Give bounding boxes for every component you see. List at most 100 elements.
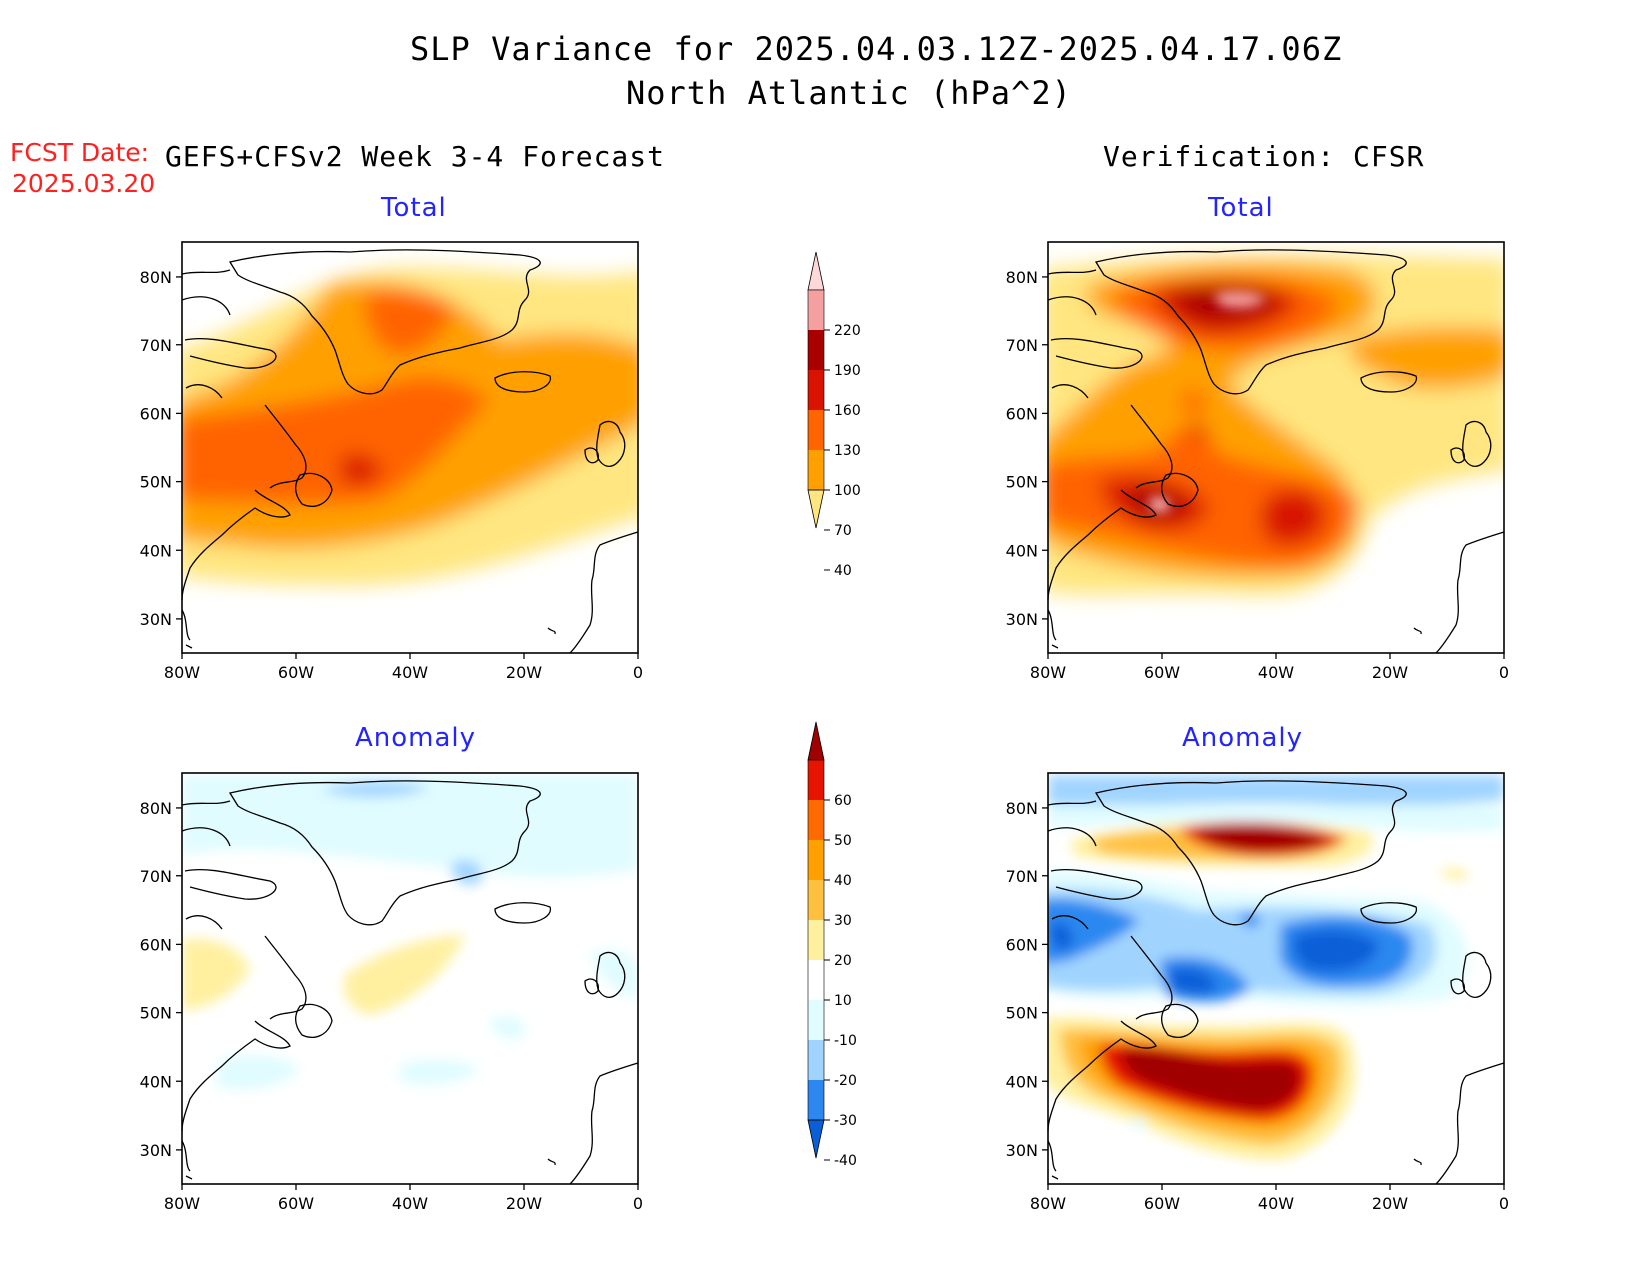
colorbar-total-label: 100	[834, 483, 861, 499]
lon-label: 80W	[1030, 663, 1066, 682]
colorbar-anomaly-label: 20	[834, 953, 852, 969]
lon-label: 60W	[278, 663, 314, 682]
lat-label: 70N	[1006, 336, 1038, 355]
colorbar-anomaly-label: 10	[834, 993, 852, 1009]
lat-label: 80N	[140, 799, 172, 818]
colorbar-total: 220 190 160 130 100 70 40	[807, 251, 861, 579]
lat-label: 60N	[140, 404, 172, 423]
lon-label: 20W	[1372, 663, 1408, 682]
colorbar-anomaly-label: -30	[834, 1113, 857, 1129]
colorbar-anomaly-swatch	[808, 880, 824, 920]
right-column-title: Verification: CFSR	[1103, 140, 1425, 173]
lat-label: 30N	[1006, 610, 1038, 629]
lat-label: 50N	[140, 1004, 172, 1023]
left-column-title: GEFS+CFSv2 Week 3-4 Forecast	[165, 140, 666, 173]
colorbar-total-bottom-arrow	[807, 489, 825, 529]
lon-label: 40W	[1258, 1194, 1294, 1213]
panel-title-verification-anomaly: Anomaly	[1182, 723, 1304, 753]
lat-label: 80N	[1006, 799, 1038, 818]
lat-label: 50N	[1006, 473, 1038, 492]
lon-label: 20W	[506, 663, 542, 682]
panel-title-forecast-anomaly: Anomaly	[355, 723, 477, 753]
colorbar-total-label: 190	[834, 363, 861, 379]
forecast-date-value: 2025.03.20	[12, 169, 156, 198]
lon-label: 60W	[1144, 1194, 1180, 1213]
lon-label: 40W	[392, 663, 428, 682]
colorbar-anomaly-label: -10	[834, 1033, 857, 1049]
colorbar-anomaly-label: 40	[834, 873, 852, 889]
colorbar-total-label: 160	[834, 403, 861, 419]
lat-label: 70N	[140, 867, 172, 886]
lat-label: 70N	[140, 336, 172, 355]
colorbar-anomaly-label: -40	[834, 1153, 857, 1169]
main-subtitle: North Atlantic (hPa^2)	[626, 74, 1072, 112]
colorbar-anomaly: 60 50 40 30 20 10 -10 -20 -30 -40	[807, 721, 857, 1169]
lat-label: 30N	[1006, 1141, 1038, 1160]
colorbar-anomaly-top-arrow	[807, 721, 825, 761]
colorbar-total-swatch	[808, 410, 824, 450]
lat-label: 50N	[140, 473, 172, 492]
lon-label: 40W	[392, 1194, 428, 1213]
lon-label: 80W	[1030, 1194, 1066, 1213]
colorbar-anomaly-swatch	[808, 800, 824, 840]
map-verification-anomaly	[1048, 773, 1504, 1184]
panel-title-verification-total: Total	[1208, 193, 1274, 223]
colorbar-anomaly-swatch	[808, 760, 824, 800]
lon-label: 80W	[164, 1194, 200, 1213]
coastline-outline	[181, 249, 639, 654]
lon-label: 60W	[1144, 663, 1180, 682]
colorbar-total-label: 40	[834, 563, 852, 579]
lon-label: 20W	[1372, 1194, 1408, 1213]
map-verification-total	[1048, 242, 1504, 653]
lat-label: 30N	[140, 1141, 172, 1160]
colorbar-anomaly-swatch	[808, 1080, 824, 1120]
colorbar-anomaly-label: -20	[834, 1073, 857, 1089]
colorbar-total-label: 220	[834, 323, 861, 339]
forecast-date-label: FCST Date:	[10, 138, 150, 167]
lat-label: 60N	[1006, 404, 1038, 423]
lat-label: 40N	[140, 541, 172, 560]
colorbar-total-swatch	[808, 290, 824, 330]
colorbar-anomaly-label: 60	[834, 793, 852, 809]
lon-label: 0	[633, 1194, 643, 1213]
colorbar-total-label: 130	[834, 443, 861, 459]
lat-label: 40N	[1006, 541, 1038, 560]
lon-label: 20W	[506, 1194, 542, 1213]
colorbar-total-outline	[807, 289, 825, 491]
colorbar-anomaly-outline	[807, 759, 825, 1121]
lat-label: 50N	[1006, 1004, 1038, 1023]
lat-label: 60N	[140, 935, 172, 954]
map-forecast-anomaly	[182, 773, 638, 1184]
colorbar-total-label: 70	[834, 523, 852, 539]
lat-label: 80N	[1006, 268, 1038, 287]
lon-label: 60W	[278, 1194, 314, 1213]
colorbar-anomaly-swatch	[808, 960, 824, 1000]
panel-title-forecast-total: Total	[381, 193, 447, 223]
colorbar-total-top-arrow	[807, 251, 825, 291]
map-frames: 80N 70N 60N 50N 40N 30N 80W 60W 40W 20W 0 80N 70N 60N…	[140, 241, 1509, 1213]
lon-label: 0	[633, 663, 643, 682]
colorbar-anomaly-swatch	[808, 920, 824, 960]
lat-label: 80N	[140, 268, 172, 287]
lon-label: 40W	[1258, 663, 1294, 682]
colorbar-anomaly-swatch	[808, 1000, 824, 1040]
map-forecast-total	[182, 242, 638, 653]
lat-label: 40N	[1006, 1072, 1038, 1091]
colorbar-anomaly-label: 50	[834, 833, 852, 849]
lon-label: 0	[1499, 663, 1509, 682]
colorbar-total-swatch	[808, 370, 824, 410]
lat-label: 70N	[1006, 867, 1038, 886]
colorbar-anomaly-label: 30	[834, 913, 852, 929]
lat-label: 40N	[140, 1072, 172, 1091]
colorbar-anomaly-swatch	[808, 840, 824, 880]
colorbar-total-swatch	[808, 330, 824, 370]
main-title: SLP Variance for 2025.04.03.12Z-2025.04.…	[410, 30, 1343, 68]
colorbar-total-swatch	[808, 450, 824, 490]
colorbar-anomaly-bottom-arrow	[807, 1119, 825, 1159]
colorbar-anomaly-swatch	[808, 1040, 824, 1080]
lon-label: 80W	[164, 663, 200, 682]
lat-label: 60N	[1006, 935, 1038, 954]
lon-label: 0	[1499, 1194, 1509, 1213]
lat-label: 30N	[140, 610, 172, 629]
